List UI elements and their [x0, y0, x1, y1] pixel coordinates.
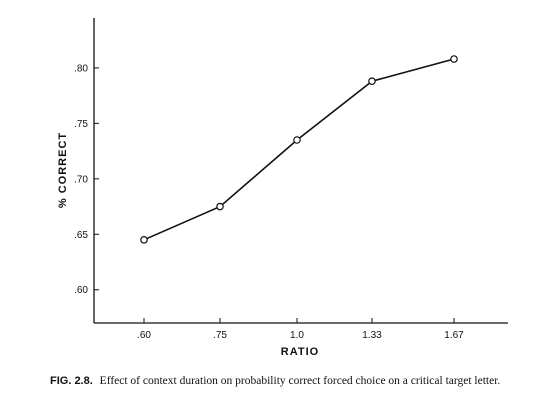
x-axis-ticks: .60 .75 1.0 1.33 1.67: [137, 318, 464, 341]
chart-axes: [93, 18, 508, 324]
y-axis-ticks: .60 .65 .70 .75 .80: [74, 63, 99, 296]
x-tick-label: 1.33: [362, 330, 382, 341]
data-point: [450, 55, 458, 63]
x-tick-label: 1.0: [290, 330, 304, 341]
y-tick-label: .65: [74, 230, 88, 241]
figure-caption: FIG. 2.8. Effect of context duration on …: [50, 374, 520, 389]
x-tick-label: .75: [213, 330, 227, 341]
y-tick-label: .70: [74, 174, 88, 185]
data-point: [293, 136, 301, 144]
data-point: [140, 236, 148, 244]
series-line: [143, 58, 455, 241]
line-chart: .60.65.70.75.80 .60.75 1.0 1.33 1.67 RATIO …: [57, 18, 508, 358]
data-point: [216, 202, 224, 211]
y-tick-label: .75: [74, 119, 88, 130]
y-tick-label: .60: [74, 285, 88, 296]
figure-caption-text: Effect of context duration on probabilit…: [99, 375, 501, 387]
x-axis-label: RATIO: [281, 346, 319, 358]
x-tick-label: 1.67: [444, 330, 464, 341]
data-series: [140, 55, 458, 244]
y-tick-label: .80: [74, 63, 88, 74]
figure-number: FIG. 2.8.: [50, 375, 93, 387]
data-point: [368, 77, 376, 86]
y-axis-label: % CORRECT: [57, 132, 69, 208]
x-tick-label: .60: [137, 330, 151, 341]
